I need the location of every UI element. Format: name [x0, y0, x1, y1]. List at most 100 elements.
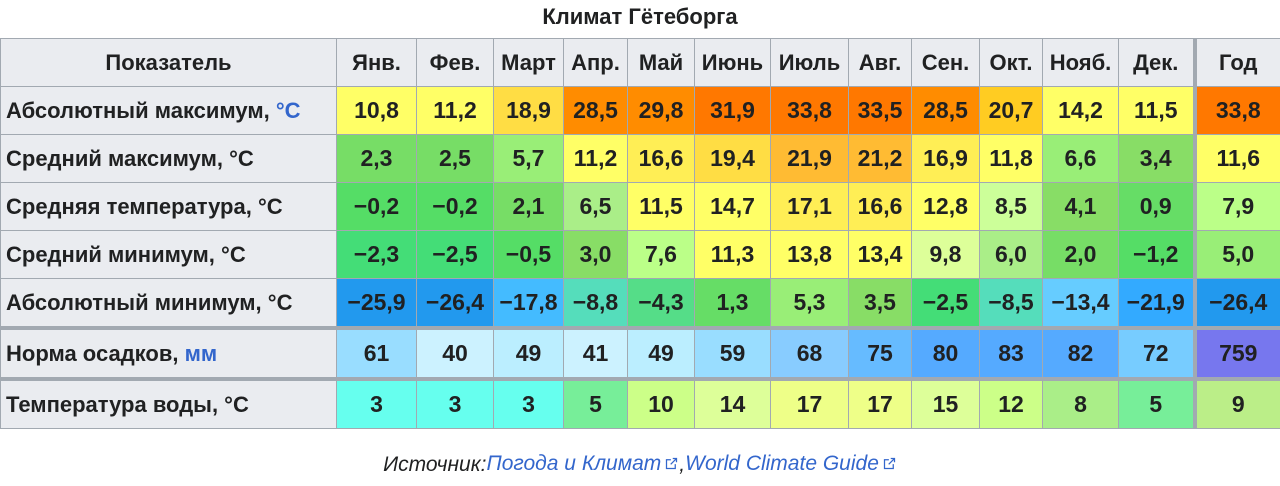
year-value-cell: 5,0	[1192, 230, 1280, 279]
month-value-cell: 3,5	[848, 278, 912, 329]
table-row: Абсолютный максимум, °C 10,8 11,2 18,9 28,5 2…	[0, 86, 1280, 135]
month-value-cell: 41	[563, 326, 628, 380]
source-separator: ,	[679, 452, 686, 476]
header-month: Дек.	[1118, 38, 1195, 87]
external-link-icon	[664, 453, 679, 477]
header-month: Март	[493, 38, 564, 87]
header-row: Показатель Янв. Фев. Март Апр. Май Июнь …	[0, 38, 1280, 87]
year-value-cell: 33,8	[1192, 86, 1280, 135]
month-value-cell: −4,3	[627, 278, 695, 329]
month-value-cell: 2,5	[416, 134, 494, 183]
header-year: Год	[1192, 38, 1280, 87]
month-value-cell: 0,9	[1118, 182, 1195, 231]
month-value-cell: 33,8	[770, 86, 849, 135]
unit-link[interactable]: мм	[184, 340, 218, 366]
header-month: Июнь	[694, 38, 771, 87]
month-value-cell: 5	[563, 377, 628, 429]
row-label: Температура воды, °C	[0, 377, 337, 429]
month-value-cell: 8,5	[979, 182, 1043, 231]
month-value-cell: 6,5	[563, 182, 628, 231]
row-label: Норма осадков, мм	[0, 326, 337, 380]
month-value-cell: 31,9	[694, 86, 771, 135]
month-value-cell: 8	[1042, 377, 1119, 429]
source-line: Источник: Погода и Климат , World Climat…	[0, 443, 1280, 486]
month-value-cell: 33,5	[848, 86, 912, 135]
month-value-cell: −21,9	[1118, 278, 1195, 329]
header-month: Июль	[770, 38, 849, 87]
month-value-cell: 11,5	[627, 182, 695, 231]
month-value-cell: 5,7	[493, 134, 564, 183]
table-caption: Климат Гётеборга	[542, 4, 738, 29]
month-value-cell: 16,9	[911, 134, 980, 183]
row-label-text: Температура воды, °C	[6, 391, 249, 417]
month-value-cell: −25,9	[336, 278, 417, 329]
month-value-cell: 83	[979, 326, 1043, 380]
header-month: Окт.	[979, 38, 1043, 87]
header-month: Май	[627, 38, 695, 87]
row-label-text: Норма осадков,	[6, 340, 185, 366]
month-value-cell: 21,2	[848, 134, 912, 183]
table-row: Норма осадков, мм 61 40 49 41 49 59 68 75 80 83 82 7…	[0, 326, 1280, 380]
table-row: Абсолютный минимум, °C −25,9 −26,4 −17,8 −8,…	[0, 278, 1280, 329]
unit-link[interactable]: °C	[275, 97, 301, 123]
year-value-cell: −26,4	[1192, 278, 1280, 329]
row-label: Средний максимум, °C	[0, 134, 337, 183]
row-label: Средняя температура, °C	[0, 182, 337, 231]
month-value-cell: −17,8	[493, 278, 564, 329]
header-month: Янв.	[336, 38, 417, 87]
year-value-cell: 9	[1192, 377, 1280, 429]
row-label-text: Средняя температура, °C	[6, 193, 283, 219]
month-value-cell: 49	[627, 326, 695, 380]
month-value-cell: 20,7	[979, 86, 1043, 135]
month-value-cell: 16,6	[848, 182, 912, 231]
month-value-cell: 2,3	[336, 134, 417, 183]
month-value-cell: 14,7	[694, 182, 771, 231]
month-value-cell: −8,5	[979, 278, 1043, 329]
month-value-cell: −0,2	[416, 182, 494, 231]
year-value-cell: 11,6	[1192, 134, 1280, 183]
header-month: Нояб.	[1042, 38, 1119, 87]
month-value-cell: 3	[416, 377, 494, 429]
month-value-cell: 28,5	[911, 86, 980, 135]
month-value-cell: 16,6	[627, 134, 695, 183]
month-value-cell: 11,8	[979, 134, 1043, 183]
month-value-cell: 11,2	[416, 86, 494, 135]
table-row: Средний минимум, °C −2,3 −2,5 −0,5 3,0 7,6 11,…	[0, 230, 1280, 279]
month-value-cell: 59	[694, 326, 771, 380]
month-value-cell: 28,5	[563, 86, 628, 135]
month-value-cell: 13,8	[770, 230, 849, 279]
month-value-cell: 61	[336, 326, 417, 380]
source-prefix: Источник:	[383, 452, 487, 476]
row-label-text: Абсолютный максимум,	[6, 97, 276, 123]
month-value-cell: 17	[848, 377, 912, 429]
external-link-icon	[882, 453, 897, 477]
month-value-cell: 10	[627, 377, 695, 429]
month-value-cell: 14,2	[1042, 86, 1119, 135]
month-value-cell: 75	[848, 326, 912, 380]
month-value-cell: 6,6	[1042, 134, 1119, 183]
source-link-pogoda[interactable]: Погода и Климат	[486, 452, 679, 477]
source-link-world-climate-guide[interactable]: World Climate Guide	[685, 452, 897, 477]
month-value-cell: 3,4	[1118, 134, 1195, 183]
month-value-cell: −2,5	[416, 230, 494, 279]
month-value-cell: 3,0	[563, 230, 628, 279]
row-label-text: Средний минимум, °C	[6, 241, 246, 267]
month-value-cell: −1,2	[1118, 230, 1195, 279]
month-value-cell: −26,4	[416, 278, 494, 329]
header-month: Сен.	[911, 38, 980, 87]
month-value-cell: −8,8	[563, 278, 628, 329]
month-value-cell: 14	[694, 377, 771, 429]
year-value-cell: 7,9	[1192, 182, 1280, 231]
month-value-cell: 29,8	[627, 86, 695, 135]
month-value-cell: 12	[979, 377, 1043, 429]
header-indicator: Показатель	[0, 38, 337, 87]
row-label: Абсолютный минимум, °C	[0, 278, 337, 329]
header-month: Апр.	[563, 38, 628, 87]
row-label-text: Средний максимум, °C	[6, 145, 254, 171]
row-label: Средний минимум, °C	[0, 230, 337, 279]
table-row: Средняя температура, °C −0,2 −0,2 2,1 6,5 11,…	[0, 182, 1280, 231]
row-label: Абсолютный максимум, °C	[0, 86, 337, 135]
month-value-cell: 3	[336, 377, 417, 429]
month-value-cell: −13,4	[1042, 278, 1119, 329]
source-link-label: World Climate Guide	[685, 452, 879, 475]
